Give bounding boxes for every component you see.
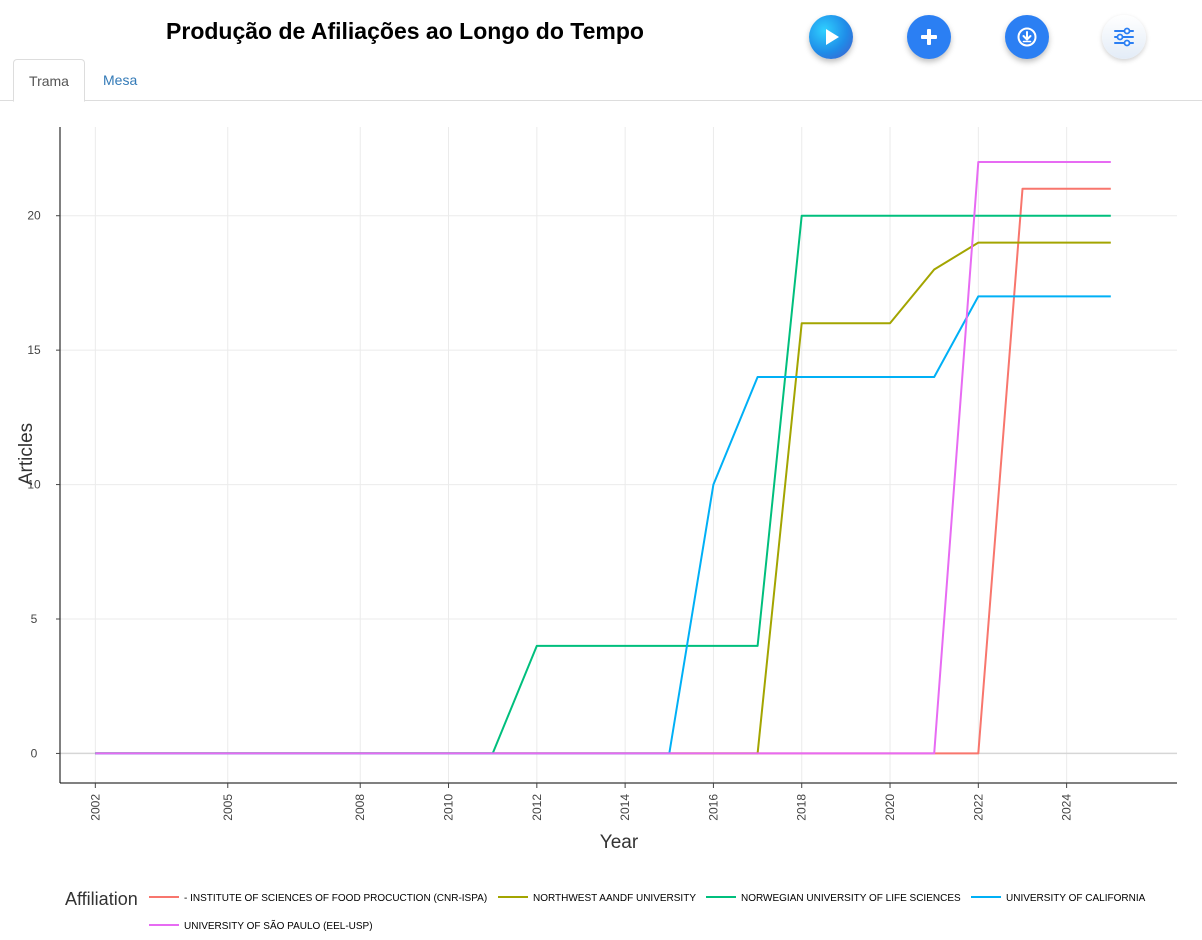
legend-item[interactable]: NORWEGIAN UNIVERSITY OF LIFE SCIENCES — [706, 892, 961, 906]
x-axis-label: Year — [600, 832, 639, 853]
plus-icon — [921, 29, 937, 45]
add-button[interactable] — [907, 15, 951, 59]
x-tick-label: 2005 — [221, 794, 235, 821]
series-line-4 — [95, 295, 1111, 755]
x-tick-label: 2010 — [442, 794, 456, 821]
y-tick-label: 10 — [27, 478, 41, 492]
settings-button[interactable] — [1102, 15, 1146, 59]
legend-label: NORTHWEST AANDF UNIVERSITY — [533, 893, 696, 904]
y-axis-label: Articles — [16, 423, 37, 485]
page-title: Produção de Afiliações ao Longo do Tempo — [166, 18, 644, 44]
grid-lines — [60, 127, 1177, 783]
x-tick-label: 2002 — [88, 794, 102, 821]
series-line-5 — [95, 161, 1111, 755]
tab-trama[interactable]: Trama — [13, 59, 85, 102]
series-line-1 — [95, 187, 1111, 755]
x-tick-label: 2014 — [618, 794, 632, 821]
x-tick-label: 2020 — [883, 794, 897, 821]
legend-label: - INSTITUTE OF SCIENCES OF FOOD PROCUCTI… — [184, 893, 488, 904]
legend-key — [149, 896, 179, 899]
x-tick-label: 2024 — [1060, 794, 1074, 821]
legend-key — [971, 896, 1001, 899]
legend-label: UNIVERSITY OF CALIFORNIA — [1006, 893, 1146, 904]
y-tick-label: 0 — [31, 746, 38, 760]
x-tick-label: 2022 — [971, 794, 985, 821]
x-tick-label: 2016 — [706, 794, 720, 821]
line-chart: 2002 2005 2008 2010 2012 2014 2016 2018 2020 2022… — [16, 127, 1177, 853]
y-tick-label: 20 — [27, 209, 41, 223]
x-tick-label: 2012 — [530, 794, 544, 821]
legend-key — [498, 896, 528, 899]
play-button[interactable] — [809, 15, 853, 59]
legend-key — [149, 924, 179, 927]
download-icon — [1017, 27, 1037, 47]
x-tick-label: 2018 — [795, 794, 809, 821]
legend-item[interactable]: - INSTITUTE OF SCIENCES OF FOOD PROCUCTI… — [149, 892, 487, 906]
axes — [56, 127, 1177, 788]
series-line-2 — [95, 241, 1111, 755]
play-icon — [826, 29, 839, 45]
legend-label: NORWEGIAN UNIVERSITY OF LIFE SCIENCES — [741, 893, 961, 904]
legend-item[interactable]: UNIVERSITY OF CALIFORNIA — [971, 892, 1145, 906]
legend-item[interactable]: NORTHWEST AANDF UNIVERSITY — [498, 892, 696, 906]
sliders-icon — [1114, 27, 1134, 47]
legend-label: UNIVERSITY OF SÃO PAULO (EEL-USP) — [184, 921, 373, 932]
y-tick-label: 5 — [31, 612, 38, 626]
tab-mesa[interactable]: Mesa — [103, 72, 138, 88]
series-lines — [95, 161, 1111, 755]
tab-bar: Trama Mesa — [0, 59, 1202, 102]
x-tick-labels: 2002 2005 2008 2010 2012 2014 2016 2018 2020 2022… — [88, 794, 1073, 821]
y-tick-label: 15 — [27, 343, 41, 357]
y-tick-labels: 0 5 10 15 20 — [27, 209, 41, 761]
legend-title: Affiliation — [65, 889, 138, 909]
x-tick-label: 2008 — [353, 794, 367, 821]
legend-item[interactable]: UNIVERSITY OF SÃO PAULO (EEL-USP) — [149, 920, 373, 934]
legend-key — [706, 896, 736, 899]
download-button[interactable] — [1005, 15, 1049, 59]
